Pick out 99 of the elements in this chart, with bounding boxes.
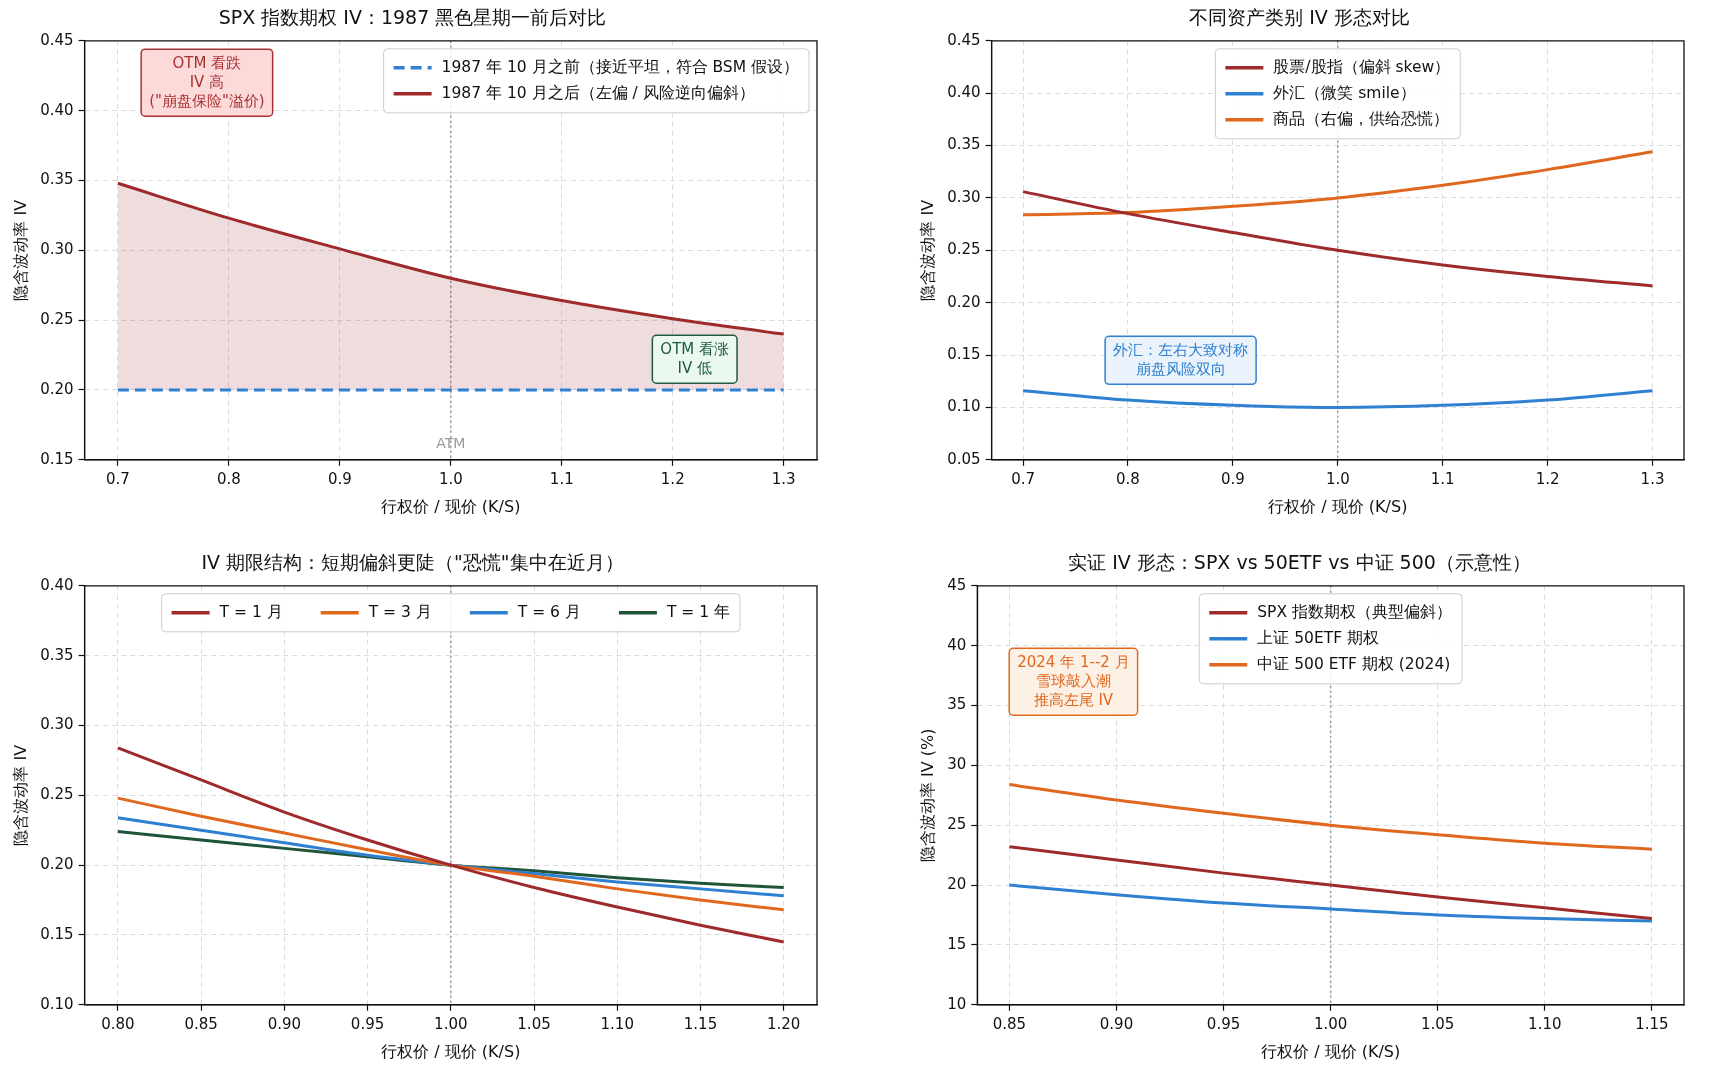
y-tick-label: 0.15	[40, 924, 74, 943]
y-tick-label: 40	[947, 635, 967, 654]
y-tick-label: 0.25	[40, 310, 74, 329]
y-axis-title: 隐含波动率 IV	[10, 199, 30, 301]
chart-title: IV 期限结构：短期偏斜更陡（"恐慌"集中在近月）	[201, 551, 624, 574]
x-tick-label: 1.10	[600, 1014, 634, 1033]
y-tick-label: 0.20	[40, 855, 74, 874]
x-tick-label: 1.10	[1528, 1014, 1562, 1033]
x-tick-label: 0.85	[992, 1014, 1027, 1033]
x-tick-label: 1.0	[438, 469, 463, 488]
y-tick-label: 0.15	[947, 344, 981, 363]
y-axis-title: 隐含波动率 IV (%)	[917, 728, 937, 863]
x-tick-label: 1.1	[549, 469, 574, 488]
legend-label: 股票/股指（偏斜 skew）	[1273, 57, 1451, 76]
x-tick-label: 1.15	[1635, 1014, 1669, 1033]
legend-label: T = 1 月	[218, 602, 283, 621]
x-tick-label: 0.85	[184, 1014, 218, 1033]
y-tick-label: 0.35	[947, 135, 981, 154]
x-tick-label: 0.9	[1220, 469, 1245, 488]
x-tick-label: 0.95	[1206, 1014, 1241, 1033]
line-series	[1021, 150, 1655, 217]
legend-label: T = 6 月	[516, 602, 581, 621]
x-tick-label: 0.90	[1099, 1014, 1134, 1033]
chart-title: 不同资产类别 IV 形态对比	[1189, 6, 1410, 29]
chart-title: SPX 指数期权 IV：1987 黑色星期一前后对比	[218, 6, 607, 29]
x-tick-label: 1.00	[434, 1014, 468, 1033]
y-tick-label: 25	[947, 815, 967, 834]
x-axis-title: 行权价 / 现价 (K/S)	[381, 1041, 521, 1061]
legend-label: 商品（右偏，供给恐慌）	[1273, 109, 1450, 128]
x-tick-label: 0.95	[350, 1014, 385, 1033]
legend-label: T = 3 月	[367, 602, 432, 621]
y-tick-label: 0.35	[40, 645, 74, 664]
x-axis-title: 行权价 / 现价 (K/S)	[1268, 496, 1408, 516]
y-tick-label: 0.15	[40, 449, 74, 468]
line-series	[1007, 783, 1654, 851]
x-tick-label: 1.00	[1313, 1014, 1348, 1033]
y-tick-label: 0.30	[40, 240, 74, 259]
x-tick-label: 1.20	[767, 1014, 801, 1033]
y-tick-label: 0.20	[947, 292, 981, 311]
y-tick-label: 0.10	[947, 397, 981, 416]
x-tick-label: 0.90	[267, 1014, 302, 1033]
y-tick-label: 0.40	[40, 100, 74, 119]
x-tick-label: 0.9	[327, 469, 352, 488]
y-tick-label: 0.45	[40, 30, 74, 49]
y-tick-label: 15	[947, 934, 967, 953]
y-tick-label: 0.25	[40, 785, 74, 804]
x-tick-label: 1.05	[1421, 1014, 1455, 1033]
legend-label: 1987 年 10 月之前（接近平坦，符合 BSM 假设）	[441, 57, 800, 76]
line-series	[1007, 883, 1654, 923]
x-tick-label: 0.8	[1116, 469, 1140, 488]
y-tick-label: 0.40	[947, 83, 981, 102]
x-tick-label: 0.80	[101, 1014, 135, 1033]
legend-label: 外汇（微笑 smile）	[1273, 83, 1416, 102]
y-tick-label: 30	[947, 755, 967, 774]
x-tick-label: 0.7	[105, 469, 130, 488]
line-series	[1021, 389, 1655, 409]
y-tick-label: 0.35	[40, 170, 74, 189]
line-series	[116, 746, 786, 944]
x-tick-label: 1.0	[1325, 469, 1350, 488]
y-tick-label: 0.05	[947, 449, 981, 468]
y-tick-label: 35	[947, 695, 967, 714]
y-axis-title: 隐含波动率 IV	[10, 744, 30, 846]
chart-title: 实证 IV 形态：SPX vs 50ETF vs 中证 500（示意性）	[1068, 551, 1531, 574]
y-tick-label: 0.10	[40, 994, 74, 1013]
y-tick-label: 0.40	[40, 575, 74, 594]
y-tick-label: 10	[947, 994, 967, 1013]
x-tick-label: 1.3	[771, 469, 796, 488]
x-axis-title: 行权价 / 现价 (K/S)	[381, 496, 521, 516]
ref-line-label: ATM	[436, 435, 466, 452]
x-tick-label: 0.8	[216, 469, 241, 488]
annotation: 外汇：左右大致对称崩盘风险双向	[1113, 340, 1249, 378]
y-tick-label: 0.20	[40, 379, 74, 398]
line-series	[1021, 190, 1655, 288]
y-axis-title: 隐含波动率 IV	[917, 199, 937, 301]
x-tick-label: 0.7	[1011, 469, 1035, 488]
x-tick-label: 1.3	[1640, 469, 1665, 488]
y-tick-label: 0.25	[947, 240, 981, 259]
legend-label: 1987 年 10 月之后（左偏 / 风险逆向偏斜）	[441, 83, 755, 102]
annotation: OTM 看涨 IV 低	[660, 339, 730, 377]
x-tick-label: 1.2	[660, 469, 685, 488]
y-tick-label: 0.30	[40, 715, 74, 734]
legend-label: SPX 指数期权（典型偏斜）	[1257, 602, 1453, 621]
x-tick-label: 1.1	[1430, 469, 1455, 488]
y-tick-label: 0.45	[947, 30, 981, 49]
line-series	[116, 181, 786, 336]
legend-label: T = 1 年	[665, 602, 731, 621]
x-axis-title: 行权价 / 现价 (K/S)	[1261, 1041, 1401, 1061]
legend-label: 上证 50ETF 期权	[1257, 628, 1380, 647]
line-series	[116, 796, 786, 912]
y-tick-label: 20	[947, 874, 967, 893]
x-tick-label: 1.05	[517, 1014, 551, 1033]
y-tick-label: 45	[947, 575, 967, 594]
legend-label: 中证 500 ETF 期权 (2024)	[1257, 654, 1451, 673]
x-tick-label: 1.2	[1535, 469, 1560, 488]
y-tick-label: 0.30	[947, 187, 981, 206]
line-series	[1007, 845, 1654, 921]
annotation: 2024 年 1--2 月雪球敲入潮推高左尾 IV	[1017, 652, 1130, 709]
x-tick-label: 1.15	[683, 1014, 718, 1033]
annotation: OTM 看跌 IV 高 ("崩盘保险"溢价)	[149, 53, 265, 110]
